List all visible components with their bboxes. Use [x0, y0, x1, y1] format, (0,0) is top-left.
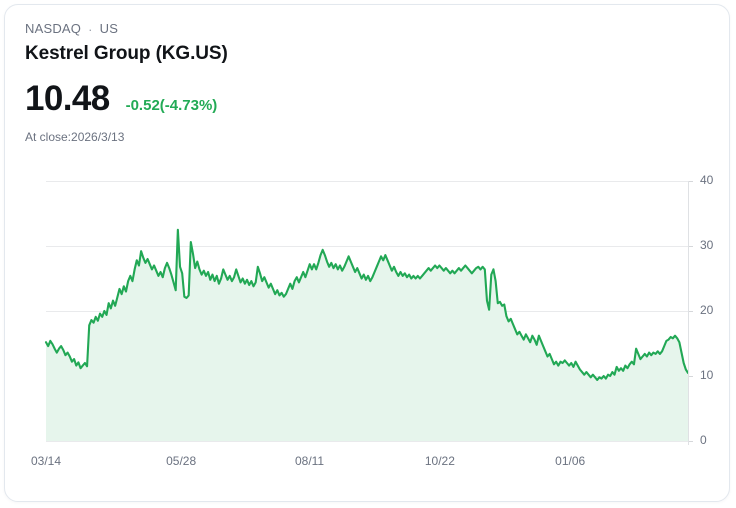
chart-canvas: 0 10 20 30 40 03/14 05/28 08/11 10/22 01/06 — [31, 173, 714, 468]
price-line — [44, 228, 690, 381]
at-close-timestamp: At close:2026/3/13 — [25, 130, 125, 144]
exchange-label: NASDAQ — [25, 21, 82, 36]
area-fill — [46, 229, 688, 441]
x-tick-label: 10/22 — [425, 454, 455, 468]
price-change: -0.52(-4.73%) — [125, 97, 218, 114]
y-tick-label: 10 — [700, 368, 714, 382]
x-tick-label: 01/06 — [555, 454, 585, 468]
x-tick-label: 08/11 — [295, 454, 324, 468]
separator-dot: · — [88, 21, 93, 37]
quote-header: NASDAQ · US Kestrel Group (KG.US) 10.48 … — [25, 21, 709, 145]
region-label: US — [99, 21, 119, 36]
exchange-row: NASDAQ · US — [25, 21, 709, 37]
price-chart: 0 10 20 30 40 03/14 05/28 08/11 10/22 01/06 — [5, 165, 729, 495]
x-axis-labels: 03/14 05/28 08/11 10/22 01/06 — [31, 454, 586, 468]
y-tick-label: 40 — [700, 173, 714, 187]
y-tick-label: 30 — [700, 238, 714, 252]
current-price: 10.48 — [25, 79, 110, 118]
x-tick-label: 03/14 — [31, 454, 61, 468]
page-title: Kestrel Group (KG.US) — [25, 43, 228, 64]
y-axis-labels: 0 10 20 30 40 — [700, 173, 714, 447]
price-row: 10.48 -0.52(-4.73%) — [25, 80, 709, 118]
stock-quote-card: NASDAQ · US Kestrel Group (KG.US) 10.48 … — [4, 4, 730, 502]
x-tick-label: 05/28 — [166, 454, 196, 468]
y-tick-label: 20 — [700, 303, 714, 317]
y-tick-label: 0 — [700, 433, 707, 447]
